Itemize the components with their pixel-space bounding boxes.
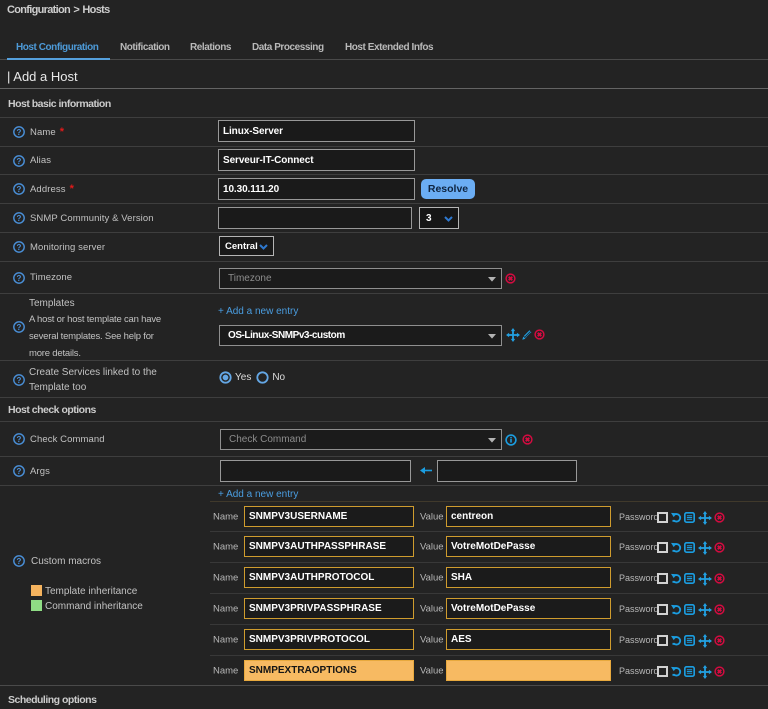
svg-text:?: ? (17, 214, 22, 223)
svg-text:?: ? (17, 376, 22, 385)
svg-text:?: ? (17, 323, 22, 332)
svg-text:?: ? (17, 243, 22, 252)
svg-text:?: ? (17, 185, 22, 194)
svg-text:?: ? (17, 557, 22, 566)
svg-text:?: ? (17, 467, 22, 476)
svg-text:?: ? (17, 435, 22, 444)
svg-text:?: ? (17, 273, 22, 282)
svg-text:?: ? (17, 156, 22, 165)
svg-text:?: ? (17, 128, 22, 137)
